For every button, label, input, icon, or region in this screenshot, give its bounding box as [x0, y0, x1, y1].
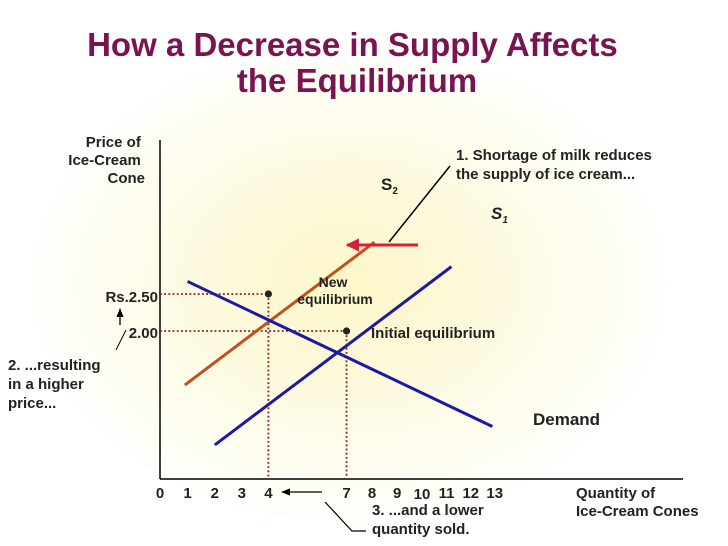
annotation-shortage-line-2: the supply of ice cream... — [456, 166, 635, 183]
x-axis-label-line-1: Quantity of — [576, 485, 656, 502]
y-axis-label-line-3: Cone — [108, 170, 146, 187]
new-equilibrium-label: New equilibrium — [297, 274, 372, 307]
x-tick-label-10: 10 — [414, 486, 431, 503]
x-axis-label: Quantity of Ice-Cream Cones — [576, 485, 699, 520]
x-tick-label-13: 13 — [486, 485, 503, 502]
annotation-higher-price-line-2: in a higher — [8, 376, 84, 393]
y-axis-label-line-2: Ice-Cream — [68, 152, 141, 169]
title-line-2: the Equilibrium — [237, 62, 477, 99]
y-tick-label-high: Rs.2.50 — [105, 289, 158, 306]
curve-demand — [186, 280, 494, 428]
x-tick-label-3: 3 — [238, 485, 246, 502]
x-tick-labels: 0 1 2 3 4 7 8 9 10 11 12 13 — [156, 485, 503, 503]
x-tick-label-8: 8 — [368, 485, 376, 502]
s1-label-name: S — [491, 204, 503, 223]
curves — [183, 241, 494, 447]
new-equilibrium-line-2: equilibrium — [297, 291, 372, 307]
annotation-lower-quantity-connector — [324, 501, 366, 532]
x-tick-label-4: 4 — [264, 485, 273, 502]
curve-s1 — [213, 265, 453, 447]
s2-label: S2 — [381, 175, 398, 197]
annotation-higher-price: 2. ...resulting in a higher price... — [8, 357, 105, 412]
s2-label-name: S — [381, 175, 392, 194]
y-axis-label: Price of Ice-Cream Cone — [68, 134, 145, 187]
x-tick-label-2: 2 — [211, 485, 219, 502]
y-axis-label-line-1: Price of — [86, 134, 142, 151]
new-equilibrium-point — [264, 290, 272, 298]
annotation-shortage: 1. Shortage of milk reduces the supply o… — [456, 147, 656, 183]
annotation-lower-quantity: 3. ...and a lower quantity sold. — [372, 502, 488, 538]
x-tick-label-1: 1 — [183, 485, 191, 502]
initial-equilibrium-label: Initial equilibrium — [371, 325, 495, 342]
annotation-higher-price-line-3: price... — [8, 395, 56, 412]
annotation-shortage-pointer — [388, 165, 451, 243]
x-tick-label-11: 11 — [439, 485, 455, 502]
annotation-shortage-line-1: 1. Shortage of milk reduces — [456, 147, 652, 164]
curve-s2 — [183, 241, 376, 387]
y-tick-label-low: 2.00 — [129, 325, 158, 342]
x-tick-label-9: 9 — [393, 485, 401, 502]
annotation-higher-price-connector — [115, 329, 127, 351]
new-equilibrium-line-1: New — [319, 274, 348, 290]
annotation-lower-quantity-line-1: 3. ...and a lower — [372, 502, 484, 519]
demand-label: Demand — [533, 410, 600, 429]
guide-lines — [160, 293, 348, 479]
s1-label: S1 — [491, 204, 508, 226]
equilibrium-points — [264, 290, 351, 335]
s2-label-sub: 2 — [392, 186, 398, 197]
title-line-1: How a Decrease in Supply Affects — [87, 26, 618, 63]
x-tick-label-12: 12 — [462, 485, 479, 502]
x-tick-label-7: 7 — [342, 485, 350, 502]
s1-label-sub: 1 — [502, 215, 508, 226]
chart-title: How a Decrease in Supply Affects the Equ… — [87, 26, 627, 99]
x-tick-label-0: 0 — [156, 485, 164, 502]
x-axis-label-line-2: Ice-Cream Cones — [576, 503, 699, 520]
annotation-higher-price-line-1: 2. ...resulting — [8, 357, 101, 374]
annotation-lower-quantity-line-2: quantity sold. — [372, 521, 470, 538]
initial-equilibrium-point — [342, 327, 351, 335]
